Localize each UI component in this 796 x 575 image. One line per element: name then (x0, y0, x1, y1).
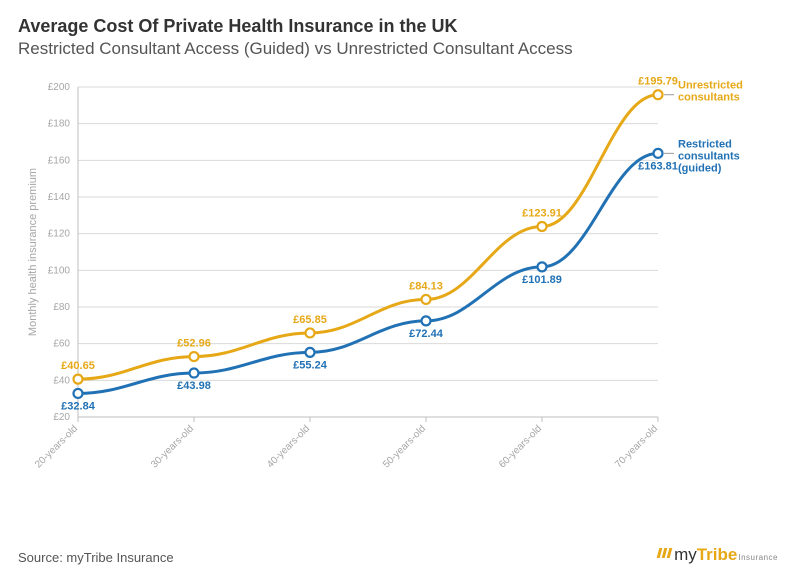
svg-text:£72.44: £72.44 (409, 328, 444, 340)
logo-part-tribe: Tribe (697, 545, 738, 565)
svg-text:Monthly health insurance premi: Monthly health insurance premium (27, 168, 39, 336)
svg-text:Unrestricted: Unrestricted (678, 80, 743, 92)
logo-part-my: my (674, 545, 697, 565)
svg-text:50-years-old: 50-years-old (381, 423, 428, 470)
logo-mark-icon (658, 546, 672, 560)
svg-text:20-years-old: 20-years-old (33, 423, 80, 470)
svg-text:£40: £40 (53, 375, 70, 386)
svg-text:£195.79: £195.79 (638, 76, 678, 88)
svg-text:30-years-old: 30-years-old (149, 423, 196, 470)
svg-text:40-years-old: 40-years-old (265, 423, 312, 470)
svg-text:£160: £160 (48, 155, 71, 166)
svg-text:£180: £180 (48, 119, 71, 130)
svg-text:£32.84: £32.84 (61, 400, 96, 412)
line-chart: £20 £40 £60 £80 £100 £120 £140 £160 £180 £200 20-y… (18, 67, 778, 507)
svg-text:£100: £100 (48, 265, 71, 276)
svg-text:£163.81: £163.81 (638, 160, 678, 172)
svg-text:£55.24: £55.24 (293, 359, 328, 371)
svg-text:£123.91: £123.91 (522, 207, 562, 219)
source-text: Source: myTribe Insurance (18, 550, 174, 565)
chart-subtitle: Restricted Consultant Access (Guided) vs… (18, 39, 778, 59)
brand-logo: myTribe Insurance (658, 545, 778, 565)
svg-text:consultants: consultants (678, 150, 740, 162)
svg-text:£65.85: £65.85 (293, 314, 327, 326)
svg-text:£80: £80 (53, 302, 70, 313)
svg-text:£52.96: £52.96 (177, 338, 211, 350)
svg-text:70-years-old: 70-years-old (613, 423, 660, 470)
svg-text:Restricted: Restricted (678, 138, 732, 150)
svg-text:£120: £120 (48, 229, 71, 240)
chart-area: £20 £40 £60 £80 £100 £120 £140 £160 £180 £200 20-y… (18, 67, 778, 512)
svg-text:£20: £20 (53, 412, 70, 423)
chart-title: Average Cost Of Private Health Insurance… (18, 16, 778, 37)
footer: Source: myTribe Insurance myTribe Insura… (18, 545, 778, 565)
svg-text:£84.13: £84.13 (409, 280, 443, 292)
svg-text:£101.89: £101.89 (522, 274, 562, 286)
svg-text:(guided): (guided) (678, 162, 722, 174)
svg-text:£60: £60 (53, 339, 70, 350)
logo-sub: Insurance (738, 553, 778, 562)
svg-text:£43.98: £43.98 (177, 380, 211, 392)
svg-text:consultants: consultants (678, 92, 740, 104)
svg-text:£40.65: £40.65 (61, 360, 95, 372)
svg-text:60-years-old: 60-years-old (497, 423, 544, 470)
svg-text:£200: £200 (48, 82, 71, 93)
chart-container: Average Cost Of Private Health Insurance… (0, 0, 796, 575)
svg-text:£140: £140 (48, 192, 71, 203)
